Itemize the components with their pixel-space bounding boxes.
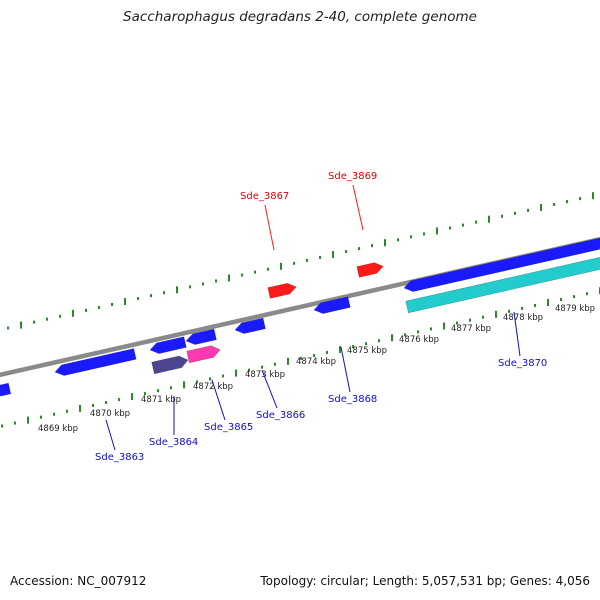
kbp-label: 4876 kbp (399, 335, 439, 345)
leader-line (513, 311, 521, 357)
gene-arrow-sde-3866[interactable] (234, 317, 266, 334)
leader-line (261, 369, 278, 409)
kbp-label: 4875 kbp (347, 346, 387, 356)
outer-tick-track (7, 192, 594, 330)
gene-arrow-sde-3863[interactable] (54, 348, 137, 376)
inner-tick-track (1, 287, 600, 428)
gene-label-sde-3866[interactable]: Sde_3866 (256, 410, 305, 421)
gene-label-sde-3868[interactable]: Sde_3868 (328, 394, 377, 405)
gene-arrow-sde-3865[interactable] (186, 345, 221, 364)
gene-label-sde-3863[interactable]: Sde_3863 (95, 452, 144, 463)
gene-arrow-sde-3864-a[interactable] (149, 336, 187, 354)
kbp-label: 4871 kbp (141, 395, 181, 405)
map-title: Saccharophagus degradans 2-40, complete … (123, 9, 477, 25)
gene-label-sde-3864[interactable]: Sde_3864 (149, 437, 198, 448)
gene-arrow-left-edge[interactable] (0, 382, 12, 397)
gene-label-sde-3869[interactable]: Sde_3869 (328, 171, 377, 182)
kbp-label: 4874 kbp (296, 357, 336, 367)
kbp-label: 4879 kbp (555, 304, 595, 314)
gene-label-sde-3867[interactable]: Sde_3867 (240, 191, 289, 202)
leader-line (264, 204, 275, 251)
gene-track (0, 236, 600, 397)
gene-arrow-sde-3870-b[interactable] (405, 256, 600, 314)
gene-label-sde-3870[interactable]: Sde_3870 (498, 358, 547, 369)
gene-arrow-sde-3869[interactable] (356, 262, 384, 278)
accession-text: Accession: NC_007912 (10, 574, 147, 588)
gene-arrow-sde-3870-a[interactable] (403, 236, 600, 292)
leader-line (105, 419, 116, 451)
gene-arrow-sde-3867[interactable] (267, 282, 297, 299)
kbp-label: 4872 kbp (193, 382, 233, 392)
leader-line (340, 346, 351, 393)
kbp-label: 4869 kbp (38, 424, 78, 434)
genome-summary: Topology: circular; Length: 5,057,531 bp… (260, 574, 590, 588)
gene-leader-lines (105, 184, 521, 451)
kbp-label: 4877 kbp (451, 324, 491, 334)
kbp-labels: 4869 kbp 4870 kbp 4871 kbp 4872 kbp 4873 kbp… (38, 304, 595, 434)
kbp-label: 4870 kbp (90, 409, 130, 419)
gene-arrow-sde-3864-b[interactable] (151, 355, 189, 375)
gene-labels: Sde_3867 Sde_3869 Sde_3863 Sde_3864 Sde_3865… (95, 171, 547, 463)
gene-label-sde-3865[interactable]: Sde_3865 (204, 422, 253, 433)
leader-line (352, 184, 364, 231)
kbp-label: 4878 kbp (503, 313, 543, 323)
kbp-label: 4873 kbp (245, 370, 285, 380)
gene-arrow-sde-3865-b[interactable] (185, 328, 217, 345)
gene-arrow-sde-3868[interactable] (313, 296, 351, 314)
leader-line (211, 379, 226, 421)
